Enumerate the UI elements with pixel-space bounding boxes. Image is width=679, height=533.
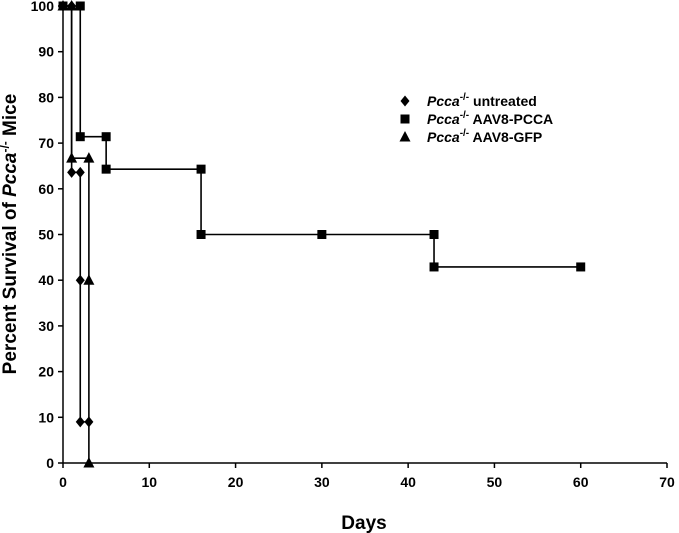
y-tick-label-40: 40 xyxy=(38,272,54,288)
point-pcca-2 xyxy=(75,132,85,142)
legend-label-pcca: Pcca-/- AAV8-PCCA xyxy=(427,110,553,127)
y-tick-label-90: 90 xyxy=(38,44,54,60)
y-tick-label-20: 20 xyxy=(38,364,54,380)
point-pcca-1 xyxy=(75,1,85,11)
legend-marker-untreated xyxy=(400,95,410,107)
point-untreated-2 xyxy=(67,166,77,178)
point-gfp-3 xyxy=(83,152,95,163)
y-tick-label-30: 30 xyxy=(38,318,54,334)
point-pcca-5 xyxy=(196,164,206,174)
x-tick-label-40: 40 xyxy=(400,474,416,490)
legend-italic-untreated: Pcca xyxy=(427,93,460,109)
legend-sup-untreated: -/- xyxy=(460,92,469,103)
point-gfp-2 xyxy=(66,152,78,163)
point-pcca-10 xyxy=(576,262,586,272)
point-untreated-3 xyxy=(75,166,85,178)
point-pcca-8 xyxy=(429,230,439,239)
y-axis-title: Percent Survival of Pcca-/- Mice xyxy=(0,94,21,375)
point-untreated-4 xyxy=(75,274,85,286)
legend-marker-pcca xyxy=(400,114,410,124)
y-tick-label-60: 60 xyxy=(38,181,54,197)
legend-rest-gfp: AAV8-GFP xyxy=(469,129,542,145)
point-pcca-4 xyxy=(101,164,111,174)
point-gfp-0 xyxy=(57,0,69,11)
y-tick-label-50: 50 xyxy=(38,227,54,243)
y-axis-title-sup: -/- xyxy=(0,141,12,152)
legend-sup-pcca: -/- xyxy=(460,110,469,121)
y-tick-label-80: 80 xyxy=(38,89,54,105)
x-tick-label-50: 50 xyxy=(487,474,503,490)
series-line-gfp xyxy=(63,5,90,463)
y-tick-label-70: 70 xyxy=(38,135,54,151)
point-gfp-1 xyxy=(66,0,78,11)
point-pcca-3 xyxy=(101,132,111,142)
legend-italic-pcca: Pcca xyxy=(427,111,460,127)
y-tick-label-100: 100 xyxy=(31,0,55,14)
y-tick-label-10: 10 xyxy=(38,409,54,425)
x-tick-label-0: 0 xyxy=(59,474,67,490)
point-untreated-5 xyxy=(75,416,85,428)
point-gfp-5 xyxy=(83,457,95,468)
y-axis-title-italic: Pcca xyxy=(0,152,21,197)
series-markers xyxy=(57,0,586,468)
legend-rest-untreated: untreated xyxy=(469,93,537,109)
legend-rest-pcca: AAV8-PCCA xyxy=(469,111,553,127)
legend-sup-gfp: -/- xyxy=(460,128,469,139)
y-ticks: 0 10 20 30 40 50 60 70 80 90 100 xyxy=(31,0,63,471)
series-line-untreated xyxy=(63,5,89,423)
x-tick-label-20: 20 xyxy=(228,474,244,490)
point-pcca-6 xyxy=(196,230,206,239)
legend-marker-gfp xyxy=(399,131,411,142)
x-tick-label-30: 30 xyxy=(314,474,330,490)
point-pcca-9 xyxy=(429,262,439,272)
x-axis-title: Days xyxy=(341,513,386,533)
point-gfp-4 xyxy=(83,274,95,285)
legend-label-gfp: Pcca-/- AAV8-GFP xyxy=(427,128,542,145)
x-tick-label-60: 60 xyxy=(573,474,589,490)
legend-label-untreated: Pcca-/- untreated xyxy=(427,92,537,109)
point-pcca-7 xyxy=(317,230,327,239)
point-untreated-6 xyxy=(84,416,94,428)
y-tick-label-0: 0 xyxy=(46,455,54,471)
y-axis-title-prefix: Percent Survival of xyxy=(0,197,21,374)
y-axis-title-suffix: Mice xyxy=(0,94,21,142)
x-tick-label-70: 70 xyxy=(659,474,675,490)
x-tick-label-10: 10 xyxy=(141,474,157,490)
x-ticks: 0 10 20 30 40 50 60 70 xyxy=(59,463,675,490)
legend-italic-gfp: Pcca xyxy=(427,129,460,145)
